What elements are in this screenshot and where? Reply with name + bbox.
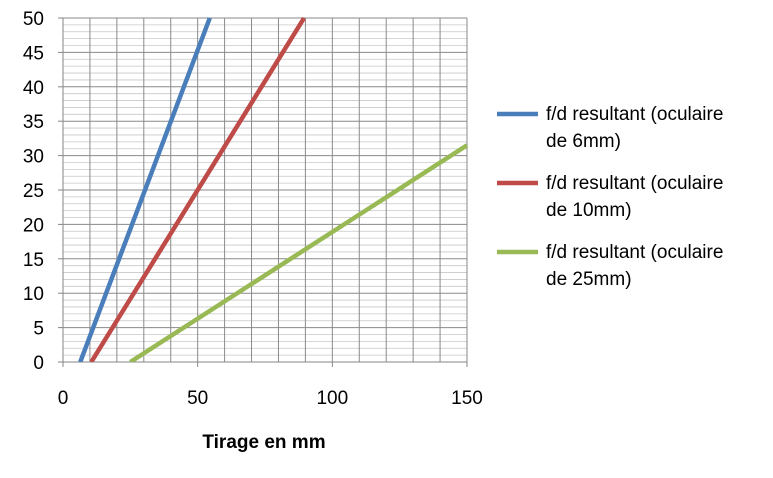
legend-label-3: de 25mm) <box>546 269 632 290</box>
y-tick-label: 20 <box>23 215 44 236</box>
series-line-3 <box>129 143 469 362</box>
x-tick-label: 50 <box>187 388 208 409</box>
y-tick-label: 45 <box>23 43 44 64</box>
y-tick-label: 15 <box>23 250 44 271</box>
y-tick-label: 40 <box>23 78 44 99</box>
x-tick-label: 100 <box>316 388 348 409</box>
y-tick-label: 5 <box>33 319 44 340</box>
legend-label-2: f/d resultant (oculaire <box>546 173 723 194</box>
legend-label-1: f/d resultant (oculaire <box>546 104 723 125</box>
y-tick-label: 0 <box>33 353 44 374</box>
legend: f/d resultant (oculaire de 6mm) f/d result… <box>497 104 723 290</box>
legend-label-1: de 6mm) <box>546 131 621 152</box>
series-lines <box>78 16 469 362</box>
x-axis-label: Tirage en mm <box>202 432 325 453</box>
y-tick-label: 30 <box>23 147 44 168</box>
grid <box>63 17 468 363</box>
y-tick-label: 10 <box>23 284 44 305</box>
y-tick-label: 35 <box>23 112 44 133</box>
x-tick-label: 150 <box>451 388 483 409</box>
y-tick-label: 50 <box>23 9 44 30</box>
tick-labels: 0 5 10 15 20 25 30 35 40 45 50 0 50 100 150 <box>23 9 483 409</box>
x-tick-label: 0 <box>58 388 69 409</box>
series-line-2 <box>89 16 306 362</box>
series-line-1 <box>78 17 212 362</box>
legend-label-3: f/d resultant (oculaire <box>546 242 723 263</box>
y-tick-label: 25 <box>23 181 44 202</box>
legend-label-2: de 10mm) <box>546 200 632 221</box>
